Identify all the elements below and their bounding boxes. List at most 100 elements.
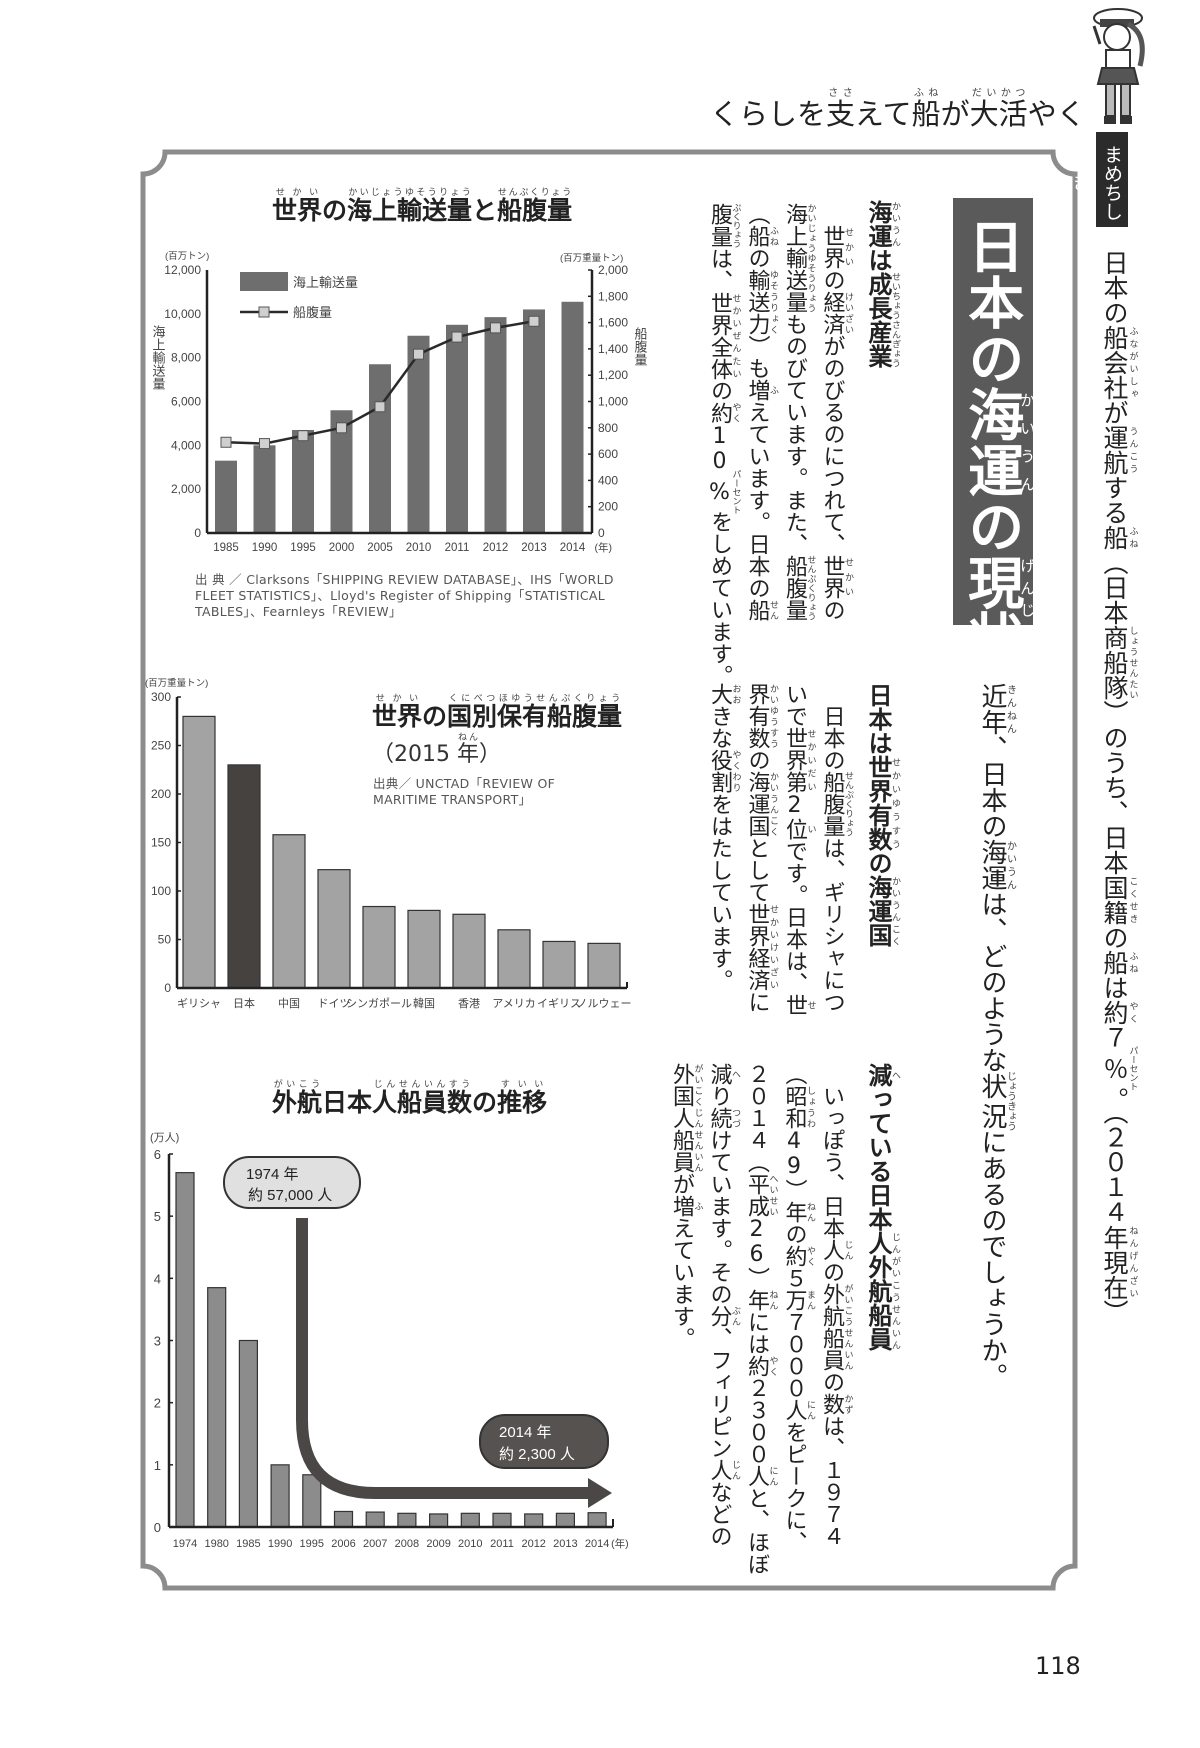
furigana: ねん [767, 1289, 778, 1311]
chart3-y-tick-label: 4 [154, 1271, 161, 1286]
chart3-x-tick-label: 1980 [204, 1538, 228, 1550]
furigana: じん [842, 1239, 853, 1261]
sidebar-trivia-text: 日本の船会社ふながいしゃが運航うんこうする船ふね（日本商船隊しょうせんたい）のう… [1096, 250, 1138, 1380]
page-number: 118 [1035, 1652, 1081, 1680]
chart2-bar-ノルウェー [587, 942, 621, 989]
text-column: （昭和しょうわ49）年ねんの約やく５万まん７０００人にんをピークに、 [778, 1063, 816, 1593]
chart2-bar-香港 [452, 913, 486, 989]
text-run: 。（２０１４ [1100, 1087, 1129, 1225]
ruby-word: 海運かいうん [977, 839, 1016, 891]
chart1-x-tick-label: 1990 [252, 542, 278, 554]
furigana: パーセント [730, 469, 741, 515]
furigana: かいうん [1018, 386, 1037, 498]
chart3-title: 外航がいこう日本人船員数じんせんいんすうの推移すいい [272, 1080, 547, 1119]
text-run: ）のうち、日本 [1100, 700, 1129, 875]
ruby-word: 界有数かいゆうすう [744, 683, 779, 749]
chart2-y-tick-label: 50 [158, 933, 172, 947]
furigana: かいじょうゆそうりょう [347, 188, 473, 198]
furigana: せかいぜんたい [730, 291, 741, 380]
text-run: の [864, 851, 892, 875]
chart3-x-tick-label: 2014 [585, 1538, 609, 1550]
furigana: へ [890, 1063, 900, 1087]
chart1-legend-line-label: 船腹量 [293, 305, 332, 320]
text-run: 日本の [958, 218, 1024, 386]
furigana: けいざい [843, 291, 853, 335]
text-run: をしめています。 [707, 510, 732, 687]
text-run: をピークに、 [781, 1421, 807, 1553]
text-run: 日本 [322, 1088, 373, 1117]
furigana: きんねん [1004, 683, 1016, 735]
ruby-word: 輸送力ゆそうりょく [744, 269, 779, 335]
chart3-y-tick-label: 0 [154, 1520, 161, 1535]
furigana: うんこう [1127, 425, 1138, 475]
text-column: 海上輸送量かいじょうゆそうりょうものびています。また、船腹量せんぷくりょう [778, 203, 816, 663]
chart3-x-tick-label: 2006 [331, 1538, 355, 1550]
chart1-right-tick-label: 1,400 [598, 342, 628, 356]
ruby-word: 世界第せかいだい [782, 727, 816, 793]
chart2-y-tick-label: 300 [151, 690, 171, 704]
ruby-word: 世界せかい [372, 694, 423, 731]
ruby-word: 世界有数せかいゆうすう [864, 755, 900, 851]
furigana: ふ [692, 1195, 703, 1217]
ruby-word: 世界せかい [819, 555, 854, 599]
text-run: の [744, 749, 770, 771]
chart3-bar-1974 [175, 1172, 195, 1528]
ruby-word: 海運かいうん [958, 386, 1037, 498]
chart3-y-tick-label: 2 [154, 1396, 161, 1411]
furigana: せん [768, 599, 778, 621]
chart3-callout-2014 [479, 1414, 609, 1469]
text-run: えています。日本の [744, 401, 770, 599]
text-run: けています。その [706, 1129, 732, 1305]
chart3-x-tick-label: 1974 [173, 1538, 197, 1550]
furigana: い [805, 818, 816, 840]
chart1-bar-2011 [446, 324, 468, 533]
ruby-word: 現状げんじょう [958, 554, 1037, 666]
furigana: やくわり [730, 749, 741, 793]
chart3-x-tick-label: 2008 [395, 1538, 419, 1550]
ruby-word: 役割やくわり [707, 749, 741, 793]
chart1-left-tick-label: 12,000 [164, 263, 201, 277]
furigana: やく [767, 1355, 778, 1377]
text-run: ５ [781, 1267, 807, 1289]
text-run: 日本の [1100, 250, 1129, 325]
furigana: ぷくりょう [730, 203, 741, 248]
text-run: にあるのでしょうか。 [977, 1129, 1007, 1389]
text-run: （ [781, 1063, 807, 1085]
ruby-word: 船ふね [744, 225, 779, 247]
ruby-word: 人外航船員じんがいこうせんいん [864, 1231, 900, 1351]
furigana: せかい [372, 694, 423, 704]
text-column: 減へり続つづけています。その分ぶん、フィリピン人じんなどの [703, 1063, 741, 1593]
lead-text: 近年きんねん、日本の海運かいうんは、どのような状況じょうきょうにあるのでしょうか… [973, 683, 1016, 1443]
ruby-word: 世界全体せかいぜんたい [707, 291, 741, 380]
text-run: 、日本の [977, 735, 1007, 839]
furigana: ねん [805, 1201, 815, 1223]
text-run: の [707, 379, 732, 402]
furigana: すいい [497, 1080, 548, 1090]
text-run: ２０１４（ [744, 1063, 769, 1173]
furigana: まん [805, 1289, 815, 1311]
ruby-word: 約やく [781, 1245, 816, 1267]
ruby-word: 増ふ [669, 1195, 703, 1217]
chart1-tonnage-marker [297, 430, 309, 442]
chart1-right-tick-label: 400 [598, 473, 618, 487]
chart2-y-tick-label: 250 [151, 739, 171, 753]
text-run: の [819, 1371, 844, 1393]
text-run: の [422, 702, 448, 731]
chart3-callout-1974 [223, 1156, 361, 1209]
furigana: かいうんこく [890, 875, 900, 947]
ruby-word: 海運国かいうんこく [744, 771, 779, 837]
ruby-word: 年ねん [781, 1201, 816, 1223]
ruby-word: 近年きんねん [977, 683, 1016, 735]
furigana: じょうきょう [1004, 1071, 1016, 1131]
text-run: に [744, 991, 770, 1013]
text-column: （船ふねの輸送力ゆそうりょく）も増ふえています。日本の船せん [741, 203, 779, 663]
chart1-legend-marker [258, 306, 270, 318]
ruby-word: 船腹量せんぷくりょう [497, 188, 573, 225]
chart2-bar-日本 [227, 764, 261, 989]
chart2-x-tick-label: ノルウェー [577, 997, 632, 1010]
chart2-x-tick-label: ギリシャ [177, 997, 221, 1010]
chart1-right-tick-label: 1,800 [598, 289, 628, 303]
text-run: ）も [744, 335, 770, 379]
ruby-word: %パーセント [707, 469, 741, 515]
chart2-y-tick-label: 200 [151, 787, 171, 801]
